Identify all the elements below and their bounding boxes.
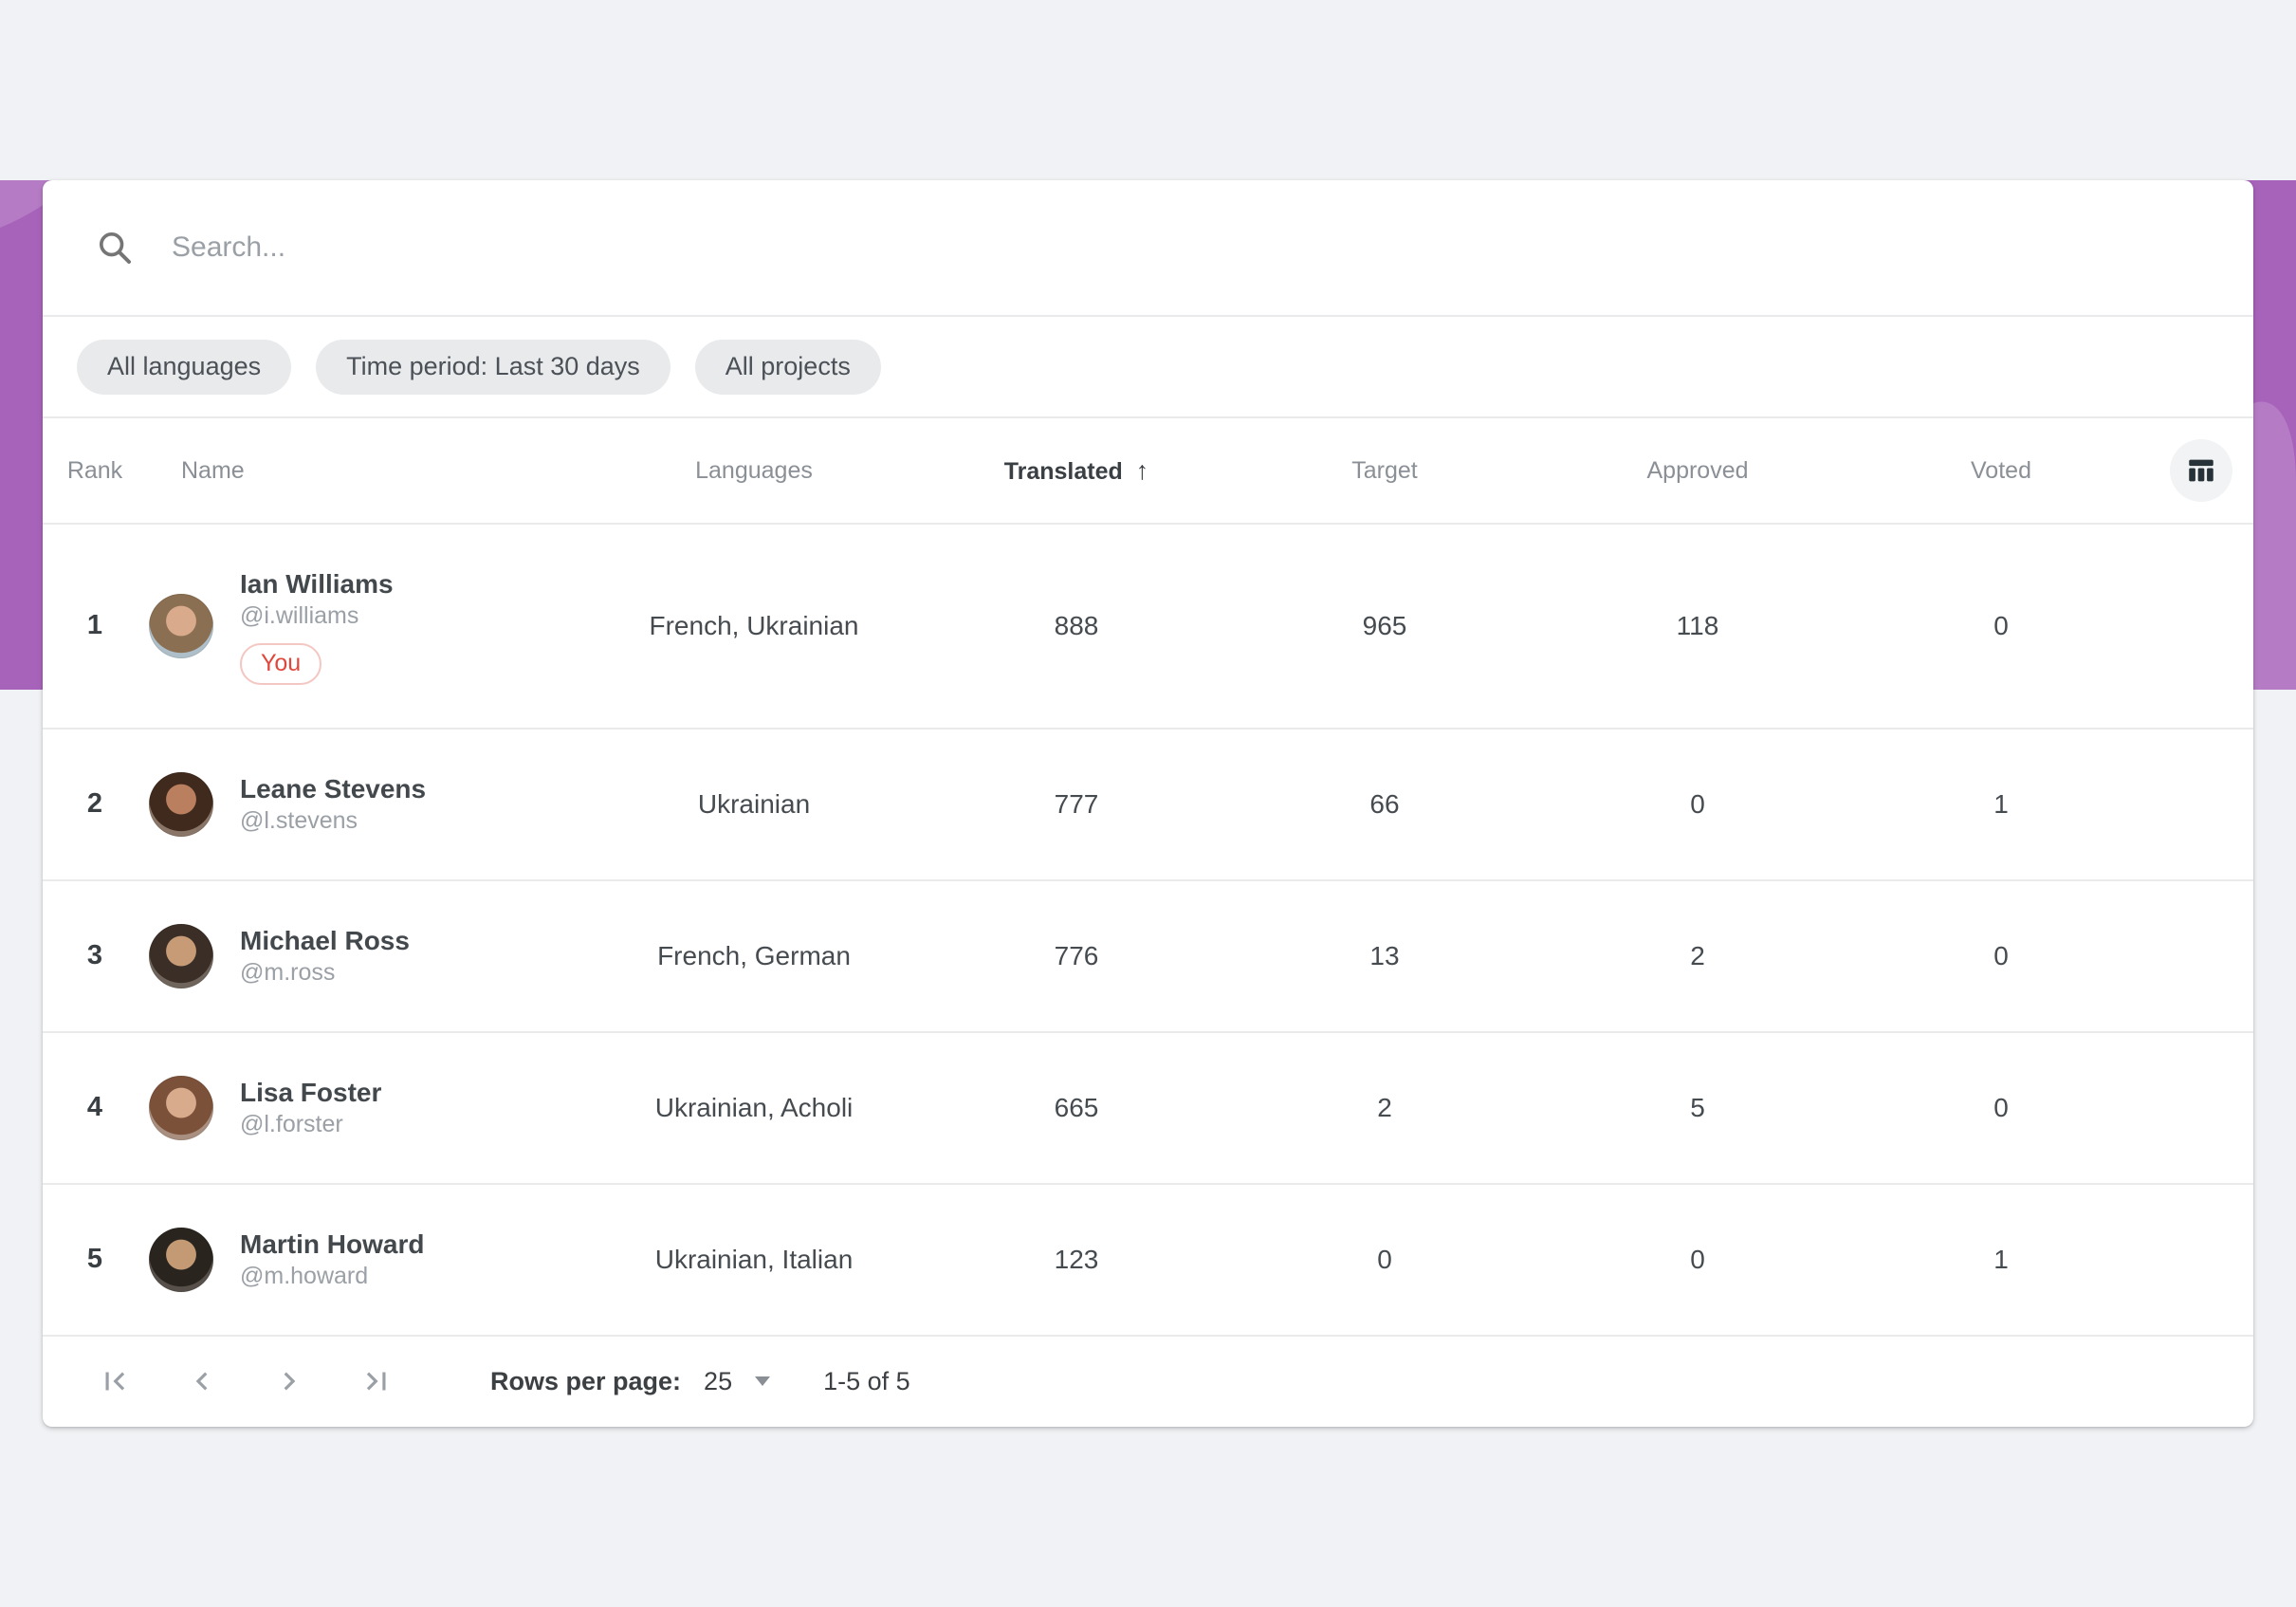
translated-cell: 123: [1054, 1244, 1099, 1274]
filter-chips: All languages Time period: Last 30 days …: [43, 317, 2253, 416]
filter-chip-time-period[interactable]: Time period: Last 30 days: [316, 339, 670, 395]
approved-cell: 5: [1690, 1092, 1705, 1122]
search-bar: [43, 180, 2253, 315]
rank-cell: 5: [86, 1244, 103, 1274]
table-row[interactable]: 3 Michael Ross @m.ross French, German 77…: [43, 878, 2253, 1031]
target-cell: 66: [1369, 788, 1400, 819]
avatar: [149, 771, 213, 837]
table-row[interactable]: 4 Lisa Foster @l.forster Ukrainian, Acho…: [43, 1030, 2253, 1183]
target-cell: 965: [1362, 610, 1407, 640]
last-page-button[interactable]: [358, 1362, 395, 1400]
search-input[interactable]: [172, 231, 2200, 264]
column-header-languages[interactable]: Languages: [695, 456, 813, 484]
filter-chip-projects[interactable]: All projects: [694, 339, 881, 395]
member-username: @i.williams: [240, 602, 359, 629]
divider: [43, 416, 2253, 418]
previous-page-button[interactable]: [183, 1362, 221, 1400]
languages-cell: Ukrainian, Acholi: [654, 1092, 854, 1122]
first-page-button[interactable]: [96, 1362, 134, 1400]
target-cell: 13: [1369, 940, 1400, 970]
you-badge: You: [240, 642, 322, 685]
voted-cell: 1: [1993, 788, 2009, 819]
table-header-row: Rank Name Languages Translated ↑ Target A…: [43, 418, 2253, 523]
column-header-rank[interactable]: Rank: [66, 456, 123, 484]
search-icon: [100, 232, 131, 264]
table-row[interactable]: 1 Ian Williams @i.williams You French, U…: [43, 523, 2253, 728]
voted-cell: 0: [1993, 1092, 2009, 1122]
translated-cell: 777: [1054, 788, 1099, 819]
filter-chip-languages[interactable]: All languages: [77, 339, 292, 395]
voted-cell: 0: [1993, 610, 2009, 640]
first-page-icon: [105, 1372, 125, 1391]
last-page-icon: [366, 1372, 386, 1391]
column-settings-button[interactable]: [2169, 439, 2232, 502]
voted-cell: 0: [1993, 940, 2009, 970]
chevron-left-icon: [195, 1372, 208, 1391]
column-header-name[interactable]: Name: [181, 456, 245, 484]
table-row[interactable]: 2 Leane Stevens @l.stevens Ukrainian 777…: [43, 727, 2253, 879]
pagination-range: 1-5 of 5: [823, 1366, 910, 1395]
avatar: [149, 1075, 213, 1140]
member-name: Martin Howard: [240, 1228, 425, 1259]
languages-cell: Ukrainian: [697, 788, 811, 819]
pagination-bar: Rows per page: 25 1-5 of 5: [43, 1334, 2253, 1427]
rank-cell: 4: [86, 1092, 103, 1122]
report-card: All languages Time period: Last 30 days …: [43, 180, 2253, 1427]
translated-cell: 888: [1054, 610, 1099, 640]
member-name: Michael Ross: [240, 925, 410, 955]
table-row[interactable]: 5 Martin Howard @m.howard Ukrainian, Ita…: [43, 1182, 2253, 1335]
target-cell: 2: [1377, 1092, 1392, 1122]
rows-per-page-value: 25: [704, 1366, 733, 1395]
sort-asc-icon: ↑: [1135, 455, 1149, 485]
column-header-approved[interactable]: Approved: [1646, 456, 1749, 484]
chevron-right-icon: [284, 1372, 296, 1391]
next-page-button[interactable]: [270, 1362, 308, 1400]
rows-per-page-label: Rows per page:: [490, 1366, 682, 1395]
column-header-translated-label: Translated: [1003, 457, 1123, 485]
divider: [43, 315, 2253, 317]
table-body: 1 Ian Williams @i.williams You French, U…: [43, 523, 2253, 1335]
rows-per-page-select[interactable]: 25: [704, 1366, 771, 1396]
column-header-translated[interactable]: Translated ↑: [925, 456, 1228, 486]
member-username: @l.forster: [240, 1110, 343, 1137]
rank-cell: 1: [86, 610, 103, 641]
languages-cell: French, Ukrainian: [649, 610, 859, 640]
approved-cell: 0: [1690, 1244, 1705, 1274]
languages-cell: French, German: [657, 940, 851, 970]
target-cell: 0: [1377, 1244, 1392, 1274]
approved-cell: 118: [1676, 610, 1719, 640]
translated-cell: 665: [1054, 1092, 1099, 1122]
column-header-target[interactable]: Target: [1351, 456, 1418, 484]
avatar: [149, 923, 213, 988]
avatar: [149, 593, 213, 658]
languages-cell: Ukrainian, Italian: [654, 1244, 854, 1274]
column-header-voted[interactable]: Voted: [1971, 456, 2031, 484]
translated-cell: 776: [1054, 940, 1099, 970]
member-name: Leane Stevens: [240, 773, 427, 804]
member-username: @l.stevens: [240, 806, 358, 834]
member-username: @m.ross: [240, 958, 336, 986]
rank-cell: 3: [86, 940, 103, 970]
member-name: Ian Williams: [240, 569, 394, 599]
rank-cell: 2: [86, 788, 103, 819]
approved-cell: 0: [1690, 788, 1705, 819]
chevron-down-icon: [755, 1376, 771, 1386]
voted-cell: 1: [1993, 1244, 2009, 1274]
avatar: [149, 1227, 213, 1292]
member-name: Lisa Foster: [240, 1077, 382, 1107]
table-columns-icon: [2188, 459, 2213, 482]
approved-cell: 2: [1690, 940, 1705, 970]
member-username: @m.howard: [240, 1262, 369, 1289]
